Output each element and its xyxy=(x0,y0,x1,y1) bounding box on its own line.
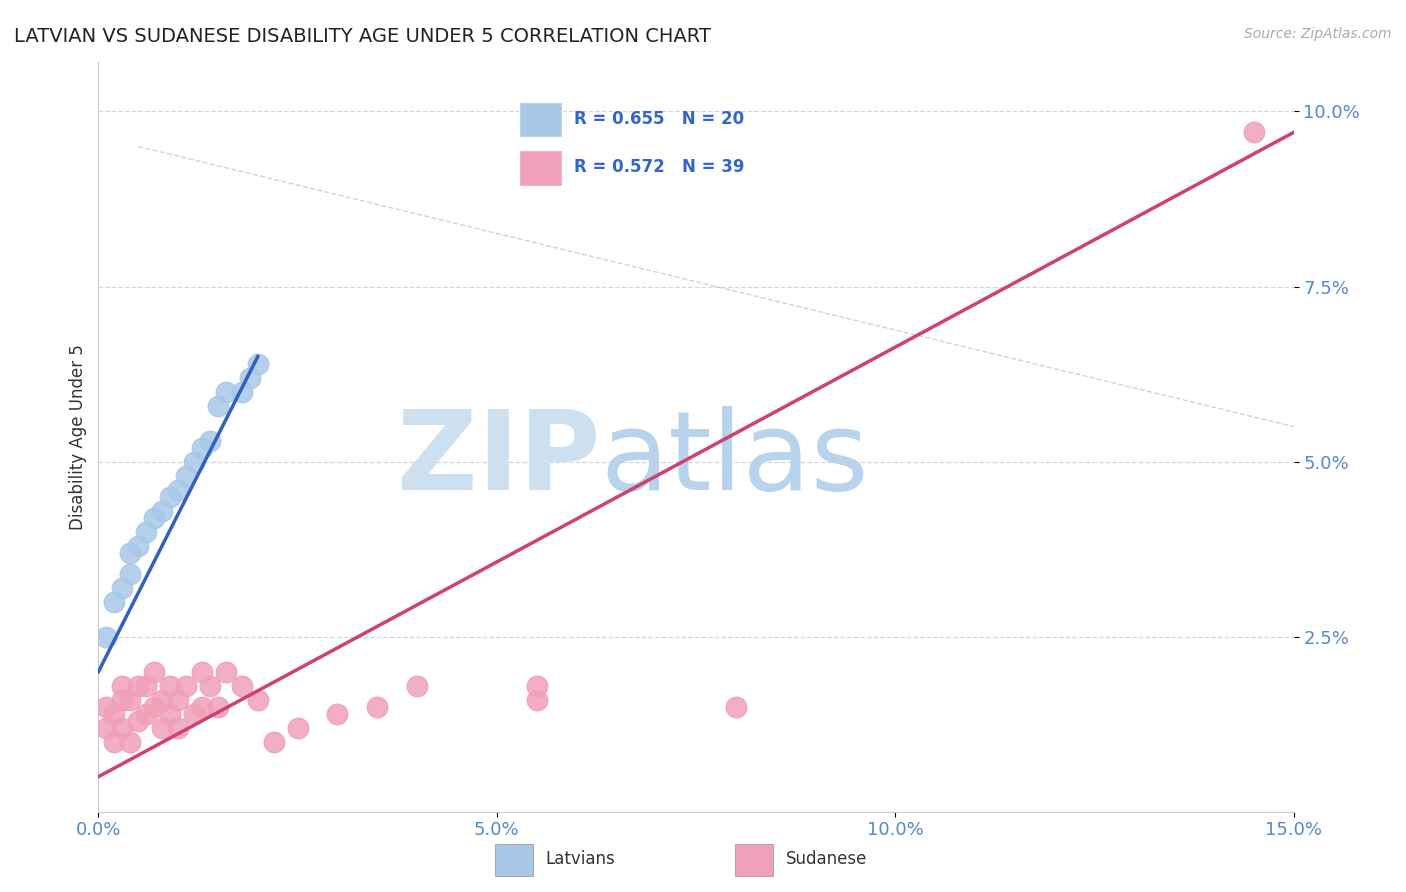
Point xyxy=(103,706,125,721)
Point xyxy=(231,384,253,399)
Point xyxy=(231,679,253,693)
Point xyxy=(159,490,181,504)
Point xyxy=(159,706,181,721)
Point xyxy=(724,699,747,714)
Point xyxy=(96,721,118,735)
Point xyxy=(167,692,190,706)
Point xyxy=(326,706,349,721)
Point xyxy=(120,734,142,748)
Point xyxy=(246,357,269,371)
Point xyxy=(150,503,173,517)
Point xyxy=(191,665,214,679)
Point xyxy=(143,665,166,679)
FancyBboxPatch shape xyxy=(495,844,533,876)
Point xyxy=(150,692,173,706)
Point xyxy=(167,721,190,735)
Point xyxy=(111,692,134,706)
Point xyxy=(120,546,142,560)
Point xyxy=(366,699,388,714)
Point xyxy=(183,454,205,468)
Point xyxy=(174,468,197,483)
Text: R = 0.655   N = 20: R = 0.655 N = 20 xyxy=(574,111,744,128)
Point xyxy=(159,679,181,693)
Point xyxy=(183,706,205,721)
Point xyxy=(120,566,142,581)
Point xyxy=(1243,126,1265,140)
Point xyxy=(239,370,262,384)
FancyBboxPatch shape xyxy=(519,150,562,186)
Point xyxy=(143,510,166,524)
Y-axis label: Disability Age Under 5: Disability Age Under 5 xyxy=(69,344,87,530)
Point xyxy=(111,581,134,595)
Point xyxy=(96,699,118,714)
Text: ZIP: ZIP xyxy=(396,406,600,513)
Point xyxy=(127,714,149,728)
Point xyxy=(135,706,157,721)
Point xyxy=(143,699,166,714)
Point xyxy=(150,721,173,735)
Point xyxy=(263,734,285,748)
Point xyxy=(191,699,214,714)
Text: Sudanese: Sudanese xyxy=(786,849,868,868)
Text: Source: ZipAtlas.com: Source: ZipAtlas.com xyxy=(1244,27,1392,41)
Point xyxy=(135,524,157,539)
Point xyxy=(167,483,190,497)
Point xyxy=(207,699,229,714)
Text: atlas: atlas xyxy=(600,406,869,513)
FancyBboxPatch shape xyxy=(519,102,562,137)
Text: R = 0.572   N = 39: R = 0.572 N = 39 xyxy=(574,159,745,177)
Point xyxy=(111,679,134,693)
Point xyxy=(246,692,269,706)
Point xyxy=(127,539,149,553)
Point xyxy=(103,734,125,748)
Point xyxy=(103,594,125,608)
Text: Latvians: Latvians xyxy=(546,849,616,868)
Point xyxy=(111,721,134,735)
Point xyxy=(526,692,548,706)
Point xyxy=(526,679,548,693)
Point xyxy=(287,721,309,735)
Point xyxy=(198,679,221,693)
Point xyxy=(207,399,229,413)
FancyBboxPatch shape xyxy=(735,844,773,876)
Point xyxy=(215,665,238,679)
Point xyxy=(174,679,197,693)
Point xyxy=(198,434,221,448)
Point xyxy=(96,630,118,644)
Point xyxy=(127,679,149,693)
Point xyxy=(406,679,429,693)
Text: LATVIAN VS SUDANESE DISABILITY AGE UNDER 5 CORRELATION CHART: LATVIAN VS SUDANESE DISABILITY AGE UNDER… xyxy=(14,27,711,45)
Point xyxy=(135,679,157,693)
Point xyxy=(215,384,238,399)
Point xyxy=(120,692,142,706)
Point xyxy=(191,441,214,455)
